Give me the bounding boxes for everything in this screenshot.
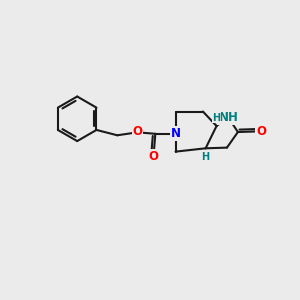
Text: O: O: [256, 125, 266, 138]
Text: N: N: [170, 127, 181, 140]
Text: H: H: [201, 152, 209, 162]
Text: O: O: [148, 150, 158, 163]
Text: NH: NH: [218, 111, 238, 124]
Text: H: H: [212, 113, 220, 123]
Text: O: O: [133, 125, 142, 138]
